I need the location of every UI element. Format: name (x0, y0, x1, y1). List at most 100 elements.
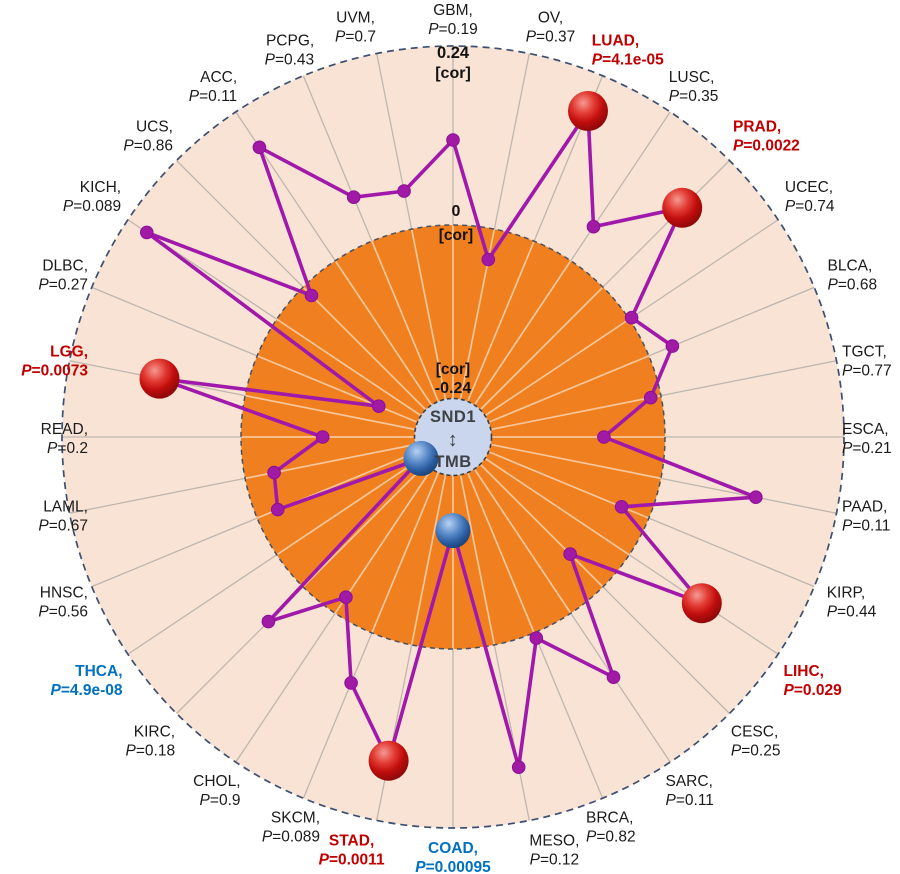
data-point-THCA (403, 440, 439, 476)
data-point-KICH (140, 225, 154, 240)
data-point-LAML (267, 465, 281, 480)
data-point-LGG (139, 358, 180, 399)
data-point-SKCM (344, 676, 358, 690)
data-point-BLCA (665, 339, 680, 353)
axis-label-pvalue-SARC: P=0.11 (666, 792, 714, 809)
spoke-inner-TGCT (490, 394, 662, 431)
data-point-LUSC (586, 219, 601, 234)
spoke-inner-SKCM (371, 472, 440, 634)
axis-label-pvalue-STAD: P=0.0011 (319, 851, 385, 868)
axis-label-pvalue-HNSC: P=0.56 (38, 603, 88, 620)
zero-dashed-ring (240, 224, 666, 650)
spoke-outer-STAD (376, 644, 413, 821)
axis-label-name-PCPG: PCPG, (266, 32, 314, 49)
axis-label-name-READ: READ, (41, 421, 88, 438)
spoke-inner-BRCA (466, 472, 535, 634)
spoke-inner-BLCA (488, 355, 650, 424)
axis-label-name-PRAD: PRAD, (733, 119, 781, 136)
data-point-BRCA (529, 631, 544, 645)
axis-label-name-LUAD: LUAD, (592, 32, 639, 49)
axis-label-pvalue-PAAD: P=0.11 (842, 518, 890, 535)
axis-label-pvalue-KIRP: P=0.44 (827, 603, 877, 620)
spoke-inner-PAAD (490, 443, 662, 480)
axis-label-name-UCEC: UCEC, (785, 179, 833, 196)
spoke-inner-MESO (459, 474, 496, 646)
axis-label-pvalue-READ: P=0.2 (47, 440, 88, 457)
spoke-outer-KIRP (648, 517, 815, 588)
data-point-LIHC (681, 583, 722, 624)
spoke-outer-DLBC (91, 286, 258, 357)
axis-label-name-CHOL: CHOL, (193, 773, 240, 790)
axis-label-pvalue-KIRC: P=0.18 (126, 742, 176, 759)
spoke-inner-CHOL (334, 468, 433, 614)
data-point-PRAD (662, 187, 703, 228)
spoke-inner-STAD (410, 474, 447, 646)
axis-label-name-LUSC: LUSC, (669, 69, 715, 86)
spoke-outer-LAML (69, 477, 246, 514)
spoke-inner-PCPG (371, 240, 440, 402)
data-point-TGCT (643, 390, 658, 405)
axis-label-pvalue-LAML: P=0.67 (38, 518, 88, 535)
scale-outer-unit: [cor] (435, 65, 471, 82)
axis-label-pvalue-BRCA: P=0.82 (586, 829, 636, 846)
scale-zero-unit: [cor] (439, 227, 473, 244)
axis-label-name-ACC: ACC, (200, 69, 237, 86)
axis-label-name-SKCM: SKCM, (271, 810, 320, 827)
axis-label-pvalue-UCEC: P=0.74 (785, 198, 835, 215)
spoke-inner-UCEC (484, 318, 630, 417)
data-point-PCPG (346, 190, 361, 204)
axis-label-name-LAML: LAML, (43, 499, 88, 516)
scale-inner-value: -0.24 (435, 380, 472, 397)
axis-label-pvalue-SKCM: P=0.089 (262, 829, 320, 846)
axis-label-pvalue-ACC: P=0.11 (189, 88, 237, 105)
axis-label-pvalue-LUAD: P=4.1e-05 (592, 51, 664, 68)
spoke-outer-MESO (493, 644, 530, 821)
hub-metric-label: TMB (434, 453, 471, 471)
axis-label-pvalue-KICH: P=0.089 (63, 198, 121, 215)
hub-updown-arrow-icon: ↕ (448, 429, 459, 451)
spoke-inner-CESC (479, 463, 604, 588)
spoke-outer-THCA (127, 554, 278, 655)
axis-label-name-THCA: THCA, (75, 663, 122, 680)
data-point-ESCA (597, 430, 611, 444)
spoke-inner-UCS (302, 286, 427, 411)
data-point-SARC (606, 670, 621, 685)
axis-label-pvalue-LUSC: P=0.35 (669, 88, 719, 105)
spoke-outer-UCS (176, 160, 304, 288)
spoke-inner-KIRC (302, 463, 427, 588)
chart-generated-layer: GBM, P=0.19 OV, P=0.37 LUAD, P=4.1e-05 LUSC, P=… (21, 2, 891, 874)
axis-label-name-COAD: COAD, (428, 840, 478, 857)
axis-label-pvalue-ESCA: P=0.21 (842, 440, 892, 457)
axis-label-name-KIRC: KIRC, (134, 723, 175, 740)
spoke-inner-LGG (244, 394, 416, 431)
spoke-outer-PCPG (302, 75, 373, 242)
data-point-GBM (446, 133, 460, 147)
data-point-ACC (252, 140, 267, 155)
scale-outer-value: 0.24 (437, 44, 470, 62)
data-point-OV (481, 252, 496, 267)
outer-dashed-ring (61, 45, 845, 829)
spoke-outer-CHOL (235, 612, 336, 763)
axis-label-name-UVM: UVM, (336, 10, 375, 27)
axis-label-name-SARC: SARC, (666, 773, 713, 790)
data-point-UVM (397, 184, 411, 198)
axis-label-name-KICH: KICH, (80, 179, 121, 196)
spoke-inner-UVM (410, 228, 447, 400)
axis-label-pvalue-COAD: P=0.00095 (415, 859, 491, 874)
chart-annotations: 0.24 [cor] 0 [cor] [cor] -0.24 SND1 ↕ TM… (430, 44, 476, 471)
axis-label-pvalue-TGCT: P=0.77 (842, 362, 892, 379)
data-point-KIRC (261, 614, 276, 629)
data-point-MESO (511, 760, 526, 775)
axis-label-pvalue-UCS: P=0.86 (123, 138, 173, 155)
axis-label-pvalue-BLCA: P=0.68 (828, 277, 878, 294)
data-point-PAAD (749, 490, 763, 505)
axis-label-name-MESO: MESO, (529, 832, 579, 849)
spoke-outer-TGCT (660, 360, 837, 397)
spoke-inner-THCA (276, 457, 422, 556)
axis-label-name-PAAD: PAAD, (842, 499, 887, 516)
spoke-inner-SARC (473, 468, 572, 614)
axis-label-pvalue-OV: P=0.37 (526, 29, 576, 46)
spoke-inner-DLBC (256, 355, 418, 424)
data-point-STAD (368, 740, 409, 781)
